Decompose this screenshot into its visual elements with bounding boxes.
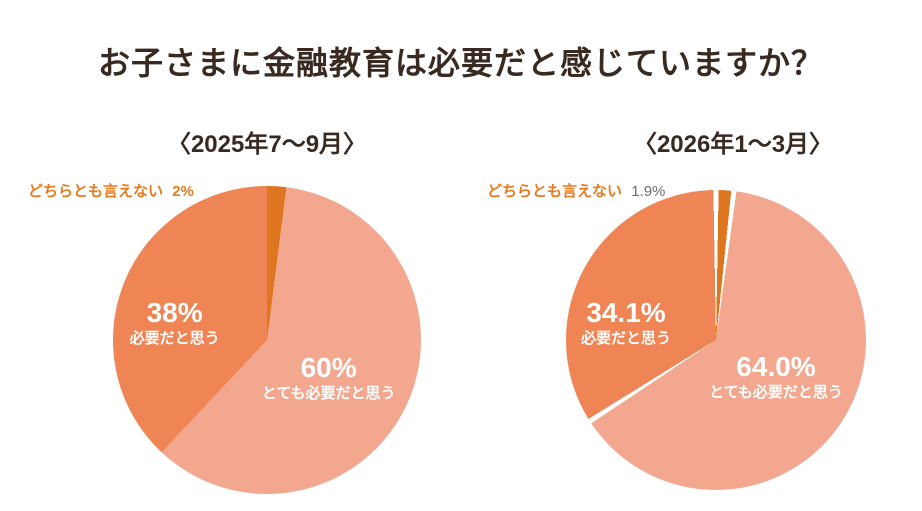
- pie-chart-2025: [113, 186, 421, 494]
- neither-callout-2026: どちらとも言えない 1.9%: [487, 180, 665, 201]
- neither-value-2026: 1.9%: [631, 183, 666, 200]
- neither-callout-2025: どちらとも言えない 2%: [28, 180, 194, 201]
- pie-chart-2026: [566, 190, 866, 490]
- neither-label-2026: どちらとも言えない: [487, 183, 623, 200]
- chart-subtitle-2026: 〈2026年1〜3月〉: [632, 131, 834, 158]
- neither-label-2025: どちらとも言えない: [28, 183, 164, 200]
- chart-subtitle-2025: 〈2025年7〜9月〉: [166, 131, 368, 158]
- neither-value-2025: 2%: [172, 183, 194, 200]
- page-title: お子さまに金融教育は必要だと感じていますか？: [97, 45, 824, 81]
